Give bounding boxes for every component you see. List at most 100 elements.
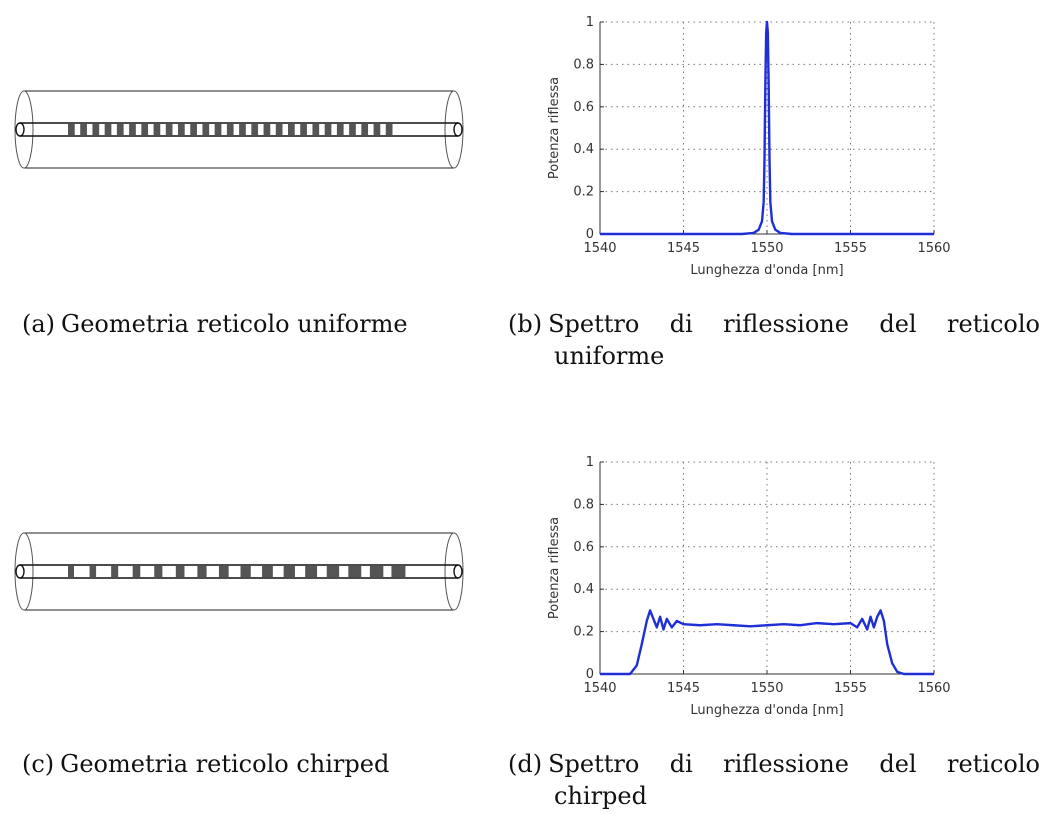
x-tick-label: 1555	[834, 241, 867, 256]
grating-segment	[104, 124, 112, 135]
grating-segment	[197, 566, 207, 577]
spectrum-line	[600, 609, 934, 676]
grating-segment	[68, 566, 74, 577]
y-tick-label: 0.6	[573, 100, 594, 115]
caption-b-line2: uniforme	[554, 342, 665, 370]
x-tick-label: 1560	[917, 241, 950, 256]
grating-segment	[116, 124, 124, 135]
caption-d-line2: chirped	[554, 782, 647, 810]
grating-segment	[312, 124, 320, 135]
figure-c-chirped-geometry	[8, 530, 468, 620]
grating-segment	[154, 566, 163, 577]
grating-segment	[68, 124, 75, 135]
grating-segment	[80, 124, 87, 135]
grating-segment	[251, 124, 259, 135]
grating-segment	[111, 566, 119, 577]
caption-c: (c) Geometria reticolo chirped	[22, 748, 389, 780]
y-tick-label: 0	[586, 667, 594, 682]
figure-b-uniform-spectrum: 1540 1545 1550 1555 1560 0 0.2 0.4 0.6 0.8 1 Lunghe…	[530, 0, 970, 300]
caption-b-text1: Spettro di riflessione del reticolo	[548, 310, 1040, 338]
x-tick-label: 1560	[917, 681, 950, 696]
cladding-left-end	[14, 532, 34, 611]
grating-segment	[305, 566, 318, 577]
y-tick-label: 0.8	[573, 57, 594, 72]
y-tick-label: 0.4	[573, 142, 594, 157]
fiber-drawing	[14, 532, 464, 611]
y-tick-label: 0.4	[573, 582, 594, 597]
chirped-grating-geometry	[14, 532, 464, 611]
cladding-left-end	[14, 90, 34, 169]
grating-segment	[92, 124, 100, 135]
grating-segment	[324, 124, 332, 135]
grating-segment	[348, 566, 362, 577]
x-axis-label: Lunghezza d'onda [nm]	[690, 263, 843, 278]
grating-segment	[373, 124, 381, 135]
x-tick-label: 1550	[750, 241, 783, 256]
caption-b-line1: (b) Spettro di riflessione del reticolo	[508, 308, 1040, 340]
grating-segment	[89, 566, 97, 577]
grating-segment	[239, 124, 246, 135]
caption-b: (b) Spettro di riflessione del reticolo u…	[508, 308, 1040, 372]
grating-segment	[336, 124, 344, 135]
y-tick-label: 1	[586, 455, 594, 470]
grating-segment	[226, 124, 234, 135]
y-tick-label: 0	[586, 227, 594, 242]
grating-segment	[369, 566, 384, 577]
x-tick-label: 1545	[667, 241, 700, 256]
grating-segment	[214, 124, 222, 135]
grating-segment	[153, 124, 161, 135]
y-tick-label: 0.6	[573, 540, 594, 555]
grating-segment	[141, 124, 149, 135]
caption-c-text: Geometria reticolo chirped	[60, 750, 390, 778]
caption-d: (d) Spettro di riflessione del reticolo c…	[508, 748, 1040, 812]
x-tick-label: 1540	[583, 681, 616, 696]
caption-d-text1: Spettro di riflessione del reticolo	[548, 750, 1040, 778]
x-tick-label: 1550	[750, 681, 783, 696]
grating-segment	[178, 124, 185, 135]
caption-a-tag: (a)	[22, 310, 56, 338]
uniform-grating-geometry	[14, 90, 464, 169]
caption-a: (a) Geometria reticolo uniforme	[22, 308, 408, 340]
grating-segments	[68, 566, 406, 577]
core-left-end	[15, 564, 25, 579]
y-tick-label: 1	[586, 15, 594, 30]
y-axis-label: Potenza riflessa	[547, 77, 562, 179]
grating-segment	[300, 124, 307, 135]
fiber-drawing	[14, 90, 464, 169]
grating-segment	[132, 566, 141, 577]
grating-segment	[361, 124, 369, 135]
chirped-spectrum-chart: 1540 1545 1550 1555 1560 0 0.2 0.4 0.6 0.8 1 Lunghe…	[547, 455, 951, 718]
caption-c-tag: (c)	[22, 750, 55, 778]
caption-b-tag: (b)	[508, 310, 543, 338]
x-tick-label: 1555	[834, 681, 867, 696]
cladding-right-end	[444, 90, 464, 169]
grating-segment	[391, 566, 406, 577]
y-tick-label: 0.8	[573, 497, 594, 512]
grating-segment	[218, 566, 229, 577]
x-tick-label: 1540	[583, 241, 616, 256]
caption-a-text: Geometria reticolo uniforme	[61, 310, 408, 338]
grating-segment	[175, 566, 185, 577]
caption-d-line1: (d) Spettro di riflessione del reticolo	[508, 748, 1040, 780]
grating-segment	[240, 566, 251, 577]
core-right-end	[453, 122, 463, 137]
core-right-end	[453, 564, 463, 579]
grating-segment	[190, 124, 197, 135]
grating-segment	[165, 124, 173, 135]
caption-d-tag: (d)	[508, 750, 543, 778]
grating-segment	[263, 124, 271, 135]
grating-segment	[129, 124, 136, 135]
grating-segment	[288, 124, 295, 135]
cladding-right-end	[444, 532, 464, 611]
y-tick-label: 0.2	[573, 185, 594, 200]
x-tick-label: 1545	[667, 681, 700, 696]
grating-segment	[349, 124, 356, 135]
x-axis-label: Lunghezza d'onda [nm]	[690, 703, 843, 718]
grating-segment	[283, 566, 295, 577]
grid	[599, 461, 935, 675]
grating-segment	[385, 124, 393, 135]
grating-segment	[326, 566, 340, 577]
y-tick-label: 0.2	[573, 625, 594, 640]
figure-d-chirped-spectrum: 1540 1545 1550 1555 1560 0 0.2 0.4 0.6 0.8 1 Lunghe…	[530, 440, 970, 740]
spectrum-line	[600, 20, 934, 236]
